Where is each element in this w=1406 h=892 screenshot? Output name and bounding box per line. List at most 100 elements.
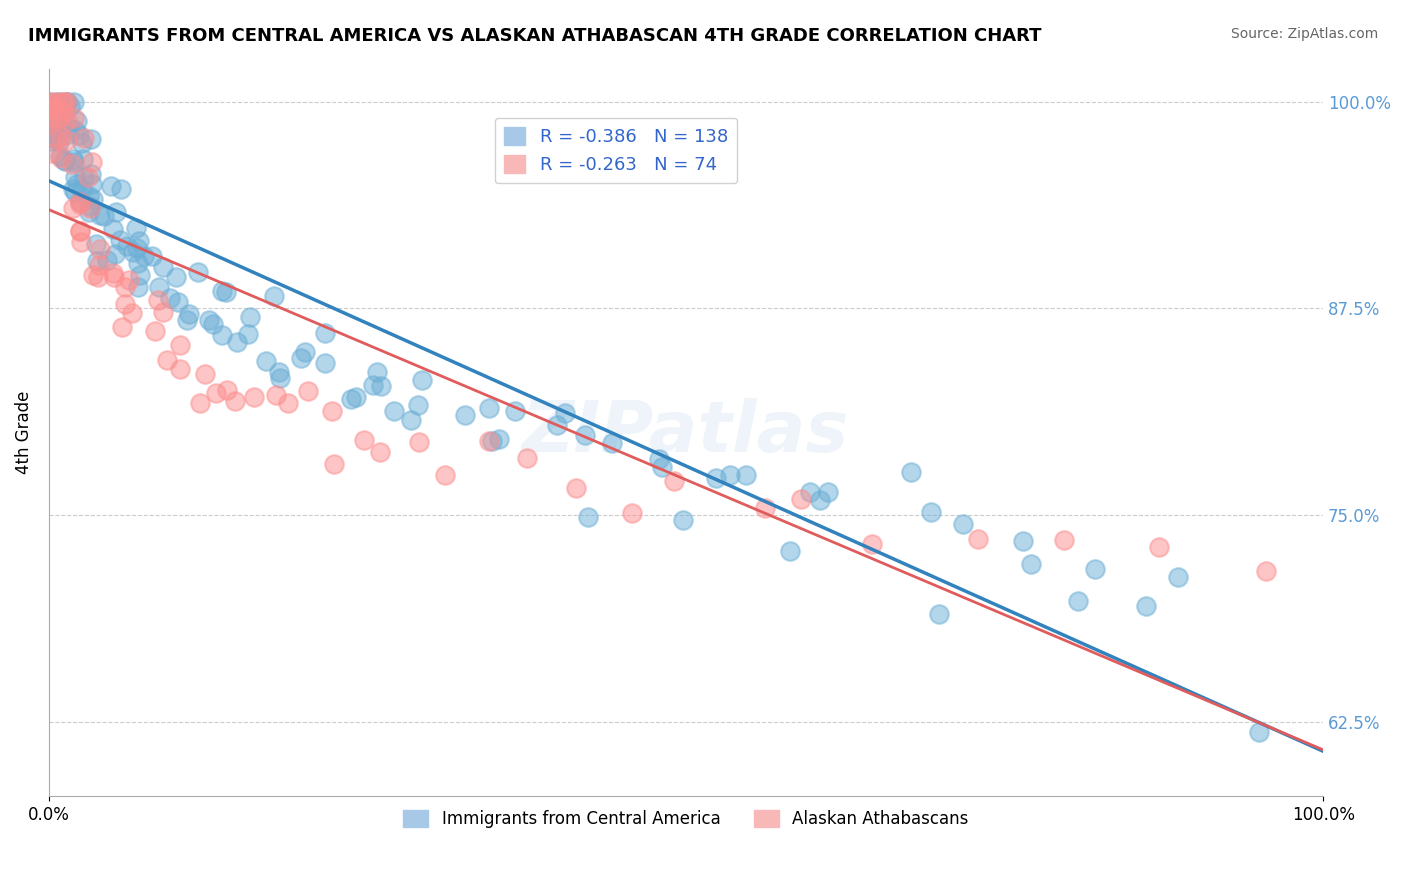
Point xyxy=(79,201,101,215)
Point xyxy=(156,353,179,368)
Point xyxy=(478,401,501,415)
Point xyxy=(79,204,101,219)
Point xyxy=(779,544,801,558)
Point xyxy=(52,107,75,121)
Point xyxy=(187,265,209,279)
Point xyxy=(205,385,228,400)
Point xyxy=(118,273,141,287)
Point xyxy=(148,280,170,294)
Point xyxy=(554,406,576,420)
Point xyxy=(297,384,319,398)
Point xyxy=(165,269,187,284)
Point xyxy=(384,404,406,418)
Point xyxy=(45,132,67,146)
Y-axis label: 4th Grade: 4th Grade xyxy=(15,391,32,474)
Point xyxy=(399,413,422,427)
Point xyxy=(110,182,132,196)
Point xyxy=(48,95,70,109)
Point xyxy=(89,242,111,256)
Point xyxy=(38,128,60,143)
Point xyxy=(754,501,776,516)
Point xyxy=(39,112,62,127)
Point xyxy=(361,377,384,392)
Point xyxy=(122,244,145,259)
Point xyxy=(60,157,83,171)
Point xyxy=(72,170,94,185)
Point xyxy=(70,182,93,196)
Point xyxy=(49,116,72,130)
Point xyxy=(104,247,127,261)
Point xyxy=(211,284,233,298)
Point xyxy=(38,117,60,131)
Point xyxy=(264,388,287,402)
Point xyxy=(176,312,198,326)
Point xyxy=(66,113,89,128)
Point xyxy=(177,307,200,321)
Point xyxy=(103,269,125,284)
Point xyxy=(277,396,299,410)
Point xyxy=(77,170,100,185)
Point xyxy=(169,338,191,352)
Point xyxy=(62,182,84,196)
Point xyxy=(38,101,60,115)
Point xyxy=(344,390,367,404)
Point xyxy=(516,450,538,465)
Point xyxy=(67,128,90,142)
Point xyxy=(433,467,456,482)
Point xyxy=(1147,541,1170,555)
Point xyxy=(226,335,249,350)
Point xyxy=(49,112,72,126)
Point xyxy=(51,151,73,165)
Point xyxy=(105,205,128,219)
Point xyxy=(127,280,149,294)
Point xyxy=(56,128,79,142)
Point xyxy=(127,241,149,255)
Point xyxy=(1019,557,1042,571)
Point xyxy=(952,516,974,531)
Point xyxy=(48,135,70,149)
Point xyxy=(314,326,336,340)
Point xyxy=(254,354,277,368)
Point xyxy=(188,395,211,409)
Point xyxy=(82,268,104,282)
Point xyxy=(481,434,503,449)
Point xyxy=(314,356,336,370)
Point xyxy=(41,134,63,148)
Point xyxy=(662,474,685,488)
Point xyxy=(62,155,84,169)
Point xyxy=(576,509,599,524)
Point xyxy=(42,101,65,115)
Point xyxy=(38,113,60,128)
Point xyxy=(56,113,79,128)
Point xyxy=(146,293,169,307)
Point xyxy=(89,208,111,222)
Point xyxy=(114,297,136,311)
Point xyxy=(1167,570,1189,584)
Point xyxy=(1012,534,1035,549)
Point xyxy=(49,120,72,135)
Point xyxy=(65,185,87,199)
Point xyxy=(488,432,510,446)
Point xyxy=(862,537,884,551)
Point xyxy=(44,111,66,125)
Point xyxy=(79,132,101,146)
Point xyxy=(72,152,94,166)
Point xyxy=(63,95,86,109)
Point xyxy=(900,465,922,479)
Point xyxy=(267,365,290,379)
Point xyxy=(70,235,93,249)
Point xyxy=(1249,725,1271,739)
Point xyxy=(41,145,63,160)
Point xyxy=(294,345,316,359)
Point xyxy=(56,95,79,109)
Point xyxy=(808,492,831,507)
Point xyxy=(45,112,67,127)
Point xyxy=(166,294,188,309)
Point xyxy=(353,433,375,447)
Point xyxy=(63,170,86,185)
Point xyxy=(51,129,73,144)
Point xyxy=(65,177,87,191)
Point xyxy=(121,306,143,320)
Point xyxy=(411,373,433,387)
Point xyxy=(56,95,79,109)
